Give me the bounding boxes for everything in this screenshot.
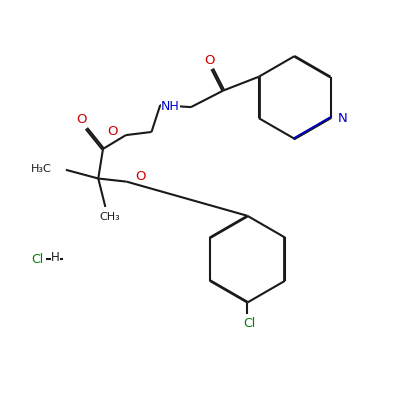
Text: H₃C: H₃C <box>31 164 52 174</box>
Text: Cl: Cl <box>31 254 43 266</box>
Text: O: O <box>107 126 118 138</box>
Text: O: O <box>204 54 214 67</box>
Text: NH: NH <box>161 100 180 113</box>
Text: O: O <box>76 113 87 126</box>
Text: CH₃: CH₃ <box>100 212 120 222</box>
Text: Cl: Cl <box>243 316 256 330</box>
Text: N: N <box>338 112 347 126</box>
Text: O: O <box>135 170 146 184</box>
Text: H: H <box>51 251 60 264</box>
